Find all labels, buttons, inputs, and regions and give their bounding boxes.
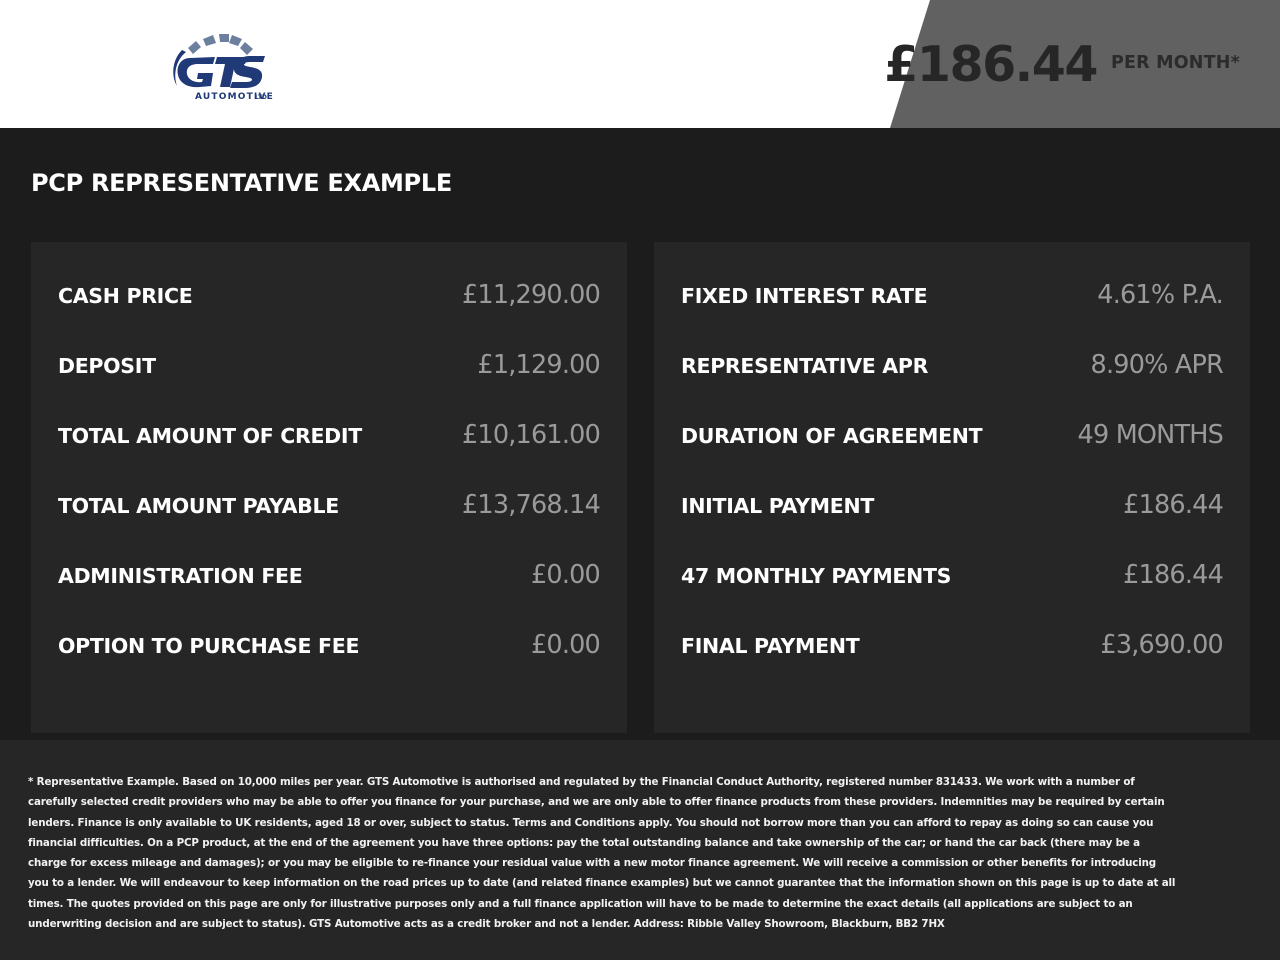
row-label: FIXED INTEREST RATE [681,284,928,308]
table-row: OPTION TO PURCHASE FEE £0.00 [58,630,601,700]
table-row: ADMINISTRATION FEE £0.00 [58,560,601,630]
disclaimer-footer: * Representative Example. Based on 10,00… [0,740,1280,960]
table-row: DURATION OF AGREEMENT 49 MONTHS [681,420,1224,490]
row-value: £10,161.00 [461,420,601,450]
row-label: INITIAL PAYMENT [681,494,875,518]
gts-automotive-logo-icon: AUTOMOTIVE LTD [155,26,280,104]
row-value: 4.61% P.A. [1097,280,1224,310]
svg-text:LTD: LTD [255,94,267,101]
row-value: £1,129.00 [477,350,600,380]
table-row: FIXED INTEREST RATE 4.61% P.A. [681,280,1224,350]
monthly-price-suffix: PER MONTH* [1110,52,1240,73]
main-content: PCP REPRESENTATIVE EXAMPLE CASH PRICE £1… [0,128,1280,740]
row-value: £11,290.00 [461,280,601,310]
page-header: AUTOMOTIVE LTD £186.44 PER MONTH* [0,0,1280,128]
row-label: FINAL PAYMENT [681,634,860,658]
row-value: £0.00 [530,630,601,660]
price-display: £186.44 PER MONTH* [884,0,1240,128]
finance-card-left: CASH PRICE £11,290.00 DEPOSIT £1,129.00 … [31,242,627,733]
table-row: INITIAL PAYMENT £186.44 [681,490,1224,560]
row-label: TOTAL AMOUNT PAYABLE [58,494,339,518]
page-title: PCP REPRESENTATIVE EXAMPLE [31,169,452,197]
table-row: REPRESENTATIVE APR 8.90% APR [681,350,1224,420]
table-row: CASH PRICE £11,290.00 [58,280,601,350]
row-label: 47 MONTHLY PAYMENTS [681,564,952,588]
row-label: OPTION TO PURCHASE FEE [58,634,360,658]
row-label: ADMINISTRATION FEE [58,564,303,588]
row-label: DEPOSIT [58,354,156,378]
finance-details-cards: CASH PRICE £11,290.00 DEPOSIT £1,129.00 … [31,242,1250,733]
table-row: TOTAL AMOUNT OF CREDIT £10,161.00 [58,420,601,490]
table-row: 47 MONTHLY PAYMENTS £186.44 [681,560,1224,630]
table-row: DEPOSIT £1,129.00 [58,350,601,420]
row-label: CASH PRICE [58,284,193,308]
row-value: 8.90% APR [1090,350,1224,380]
row-value: £13,768.14 [461,490,601,520]
table-row: FINAL PAYMENT £3,690.00 [681,630,1224,700]
row-label: TOTAL AMOUNT OF CREDIT [58,424,362,448]
row-value: £3,690.00 [1100,630,1223,660]
row-value: £186.44 [1123,560,1224,590]
svg-text:AUTOMOTIVE: AUTOMOTIVE [195,92,274,102]
row-value: £186.44 [1123,490,1224,520]
row-value: 49 MONTHS [1077,420,1224,450]
row-value: £0.00 [530,560,601,590]
monthly-price-amount: £186.44 [884,35,1098,93]
disclaimer-text: * Representative Example. Based on 10,00… [28,776,1176,931]
price-banner [890,0,1280,128]
row-label: DURATION OF AGREEMENT [681,424,983,448]
finance-card-right: FIXED INTEREST RATE 4.61% P.A. REPRESENT… [654,242,1250,733]
table-row: TOTAL AMOUNT PAYABLE £13,768.14 [58,490,601,560]
row-label: REPRESENTATIVE APR [681,354,929,378]
